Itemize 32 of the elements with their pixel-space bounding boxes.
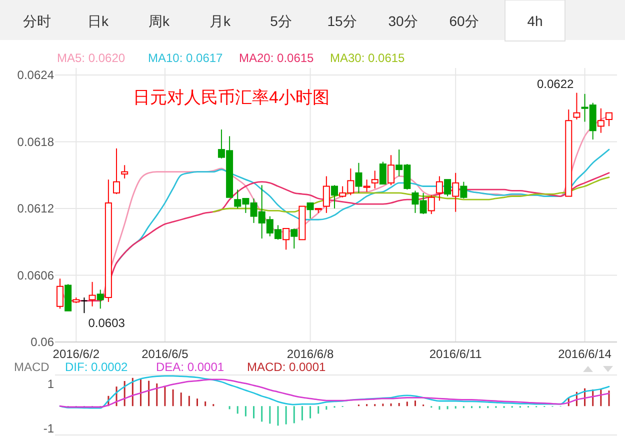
category-label: 日k: [88, 13, 110, 29]
category-label: 15分: [327, 13, 357, 29]
category-label: 30分: [388, 13, 418, 29]
series-label: DIF: 0.0002: [65, 360, 128, 374]
x-tick-label: 2016/6/5: [142, 347, 189, 361]
category-label: 分时: [23, 13, 51, 29]
category-label: 4h: [527, 13, 543, 29]
y-tick-label: 0.0606: [17, 268, 54, 282]
category-label: 60分: [449, 13, 479, 29]
text: MA10: 0.0617: [148, 51, 224, 65]
y-tick-label: -1: [43, 421, 54, 436]
text: MACD: 0.0001: [247, 360, 326, 374]
chart-title: MACD: [14, 360, 50, 374]
text: MA20: 0.0615: [239, 51, 314, 65]
y-tick-label: 0.0612: [17, 202, 54, 216]
text: MA30: 0.0615: [330, 51, 406, 65]
y-tick-label: 0.06: [30, 335, 54, 349]
x-tick-label: 2016/6/14: [558, 347, 612, 361]
annotation: 0.0622: [537, 76, 574, 91]
x-tick-label: 2016/6/8: [286, 347, 334, 361]
annotation: 0.0603: [88, 316, 126, 330]
series-label: DEA: 0.0001: [156, 360, 224, 374]
y-tick-label: 0.0618: [17, 134, 54, 149]
x-tick-label: 2016/6/2: [52, 347, 100, 361]
category-label: 周k: [148, 13, 170, 29]
text: MA5: 0.0620: [57, 51, 126, 65]
x-tick-label: 2016/6/11: [429, 347, 482, 361]
category-label: 5分: [270, 13, 292, 29]
y-tick-label: 1: [47, 376, 54, 391]
text: 日元对人民币汇率4小时图: [133, 88, 330, 107]
category-label: 月k: [210, 13, 232, 29]
y-tick-label: 0.0624: [17, 68, 54, 82]
